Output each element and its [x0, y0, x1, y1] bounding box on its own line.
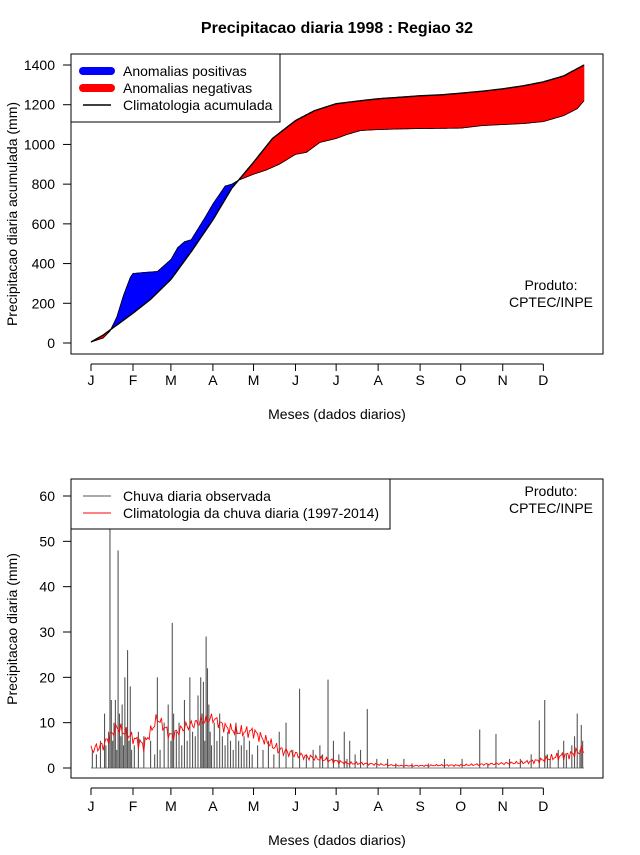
- y-tick-label: 600: [32, 216, 56, 232]
- bottom-y-axis: 0 10 20 30 40 50 60: [39, 488, 71, 776]
- x-tick-label: F: [129, 372, 138, 388]
- top-legend: Anomalias positivas Anomalias negativas …: [70, 53, 281, 123]
- top-annotation-line2: CPTEC/INPE: [509, 294, 593, 310]
- bottom-legend-box: [70, 478, 391, 530]
- x-tick-label: M: [165, 372, 177, 388]
- x-tick-label: J: [333, 372, 340, 388]
- y-tick-label: 10: [39, 715, 55, 731]
- bottom-x-axis-label: Meses (dados diarios): [268, 832, 406, 848]
- top-annotation-line1: Produto:: [525, 277, 578, 293]
- y-tick-label: 50: [39, 533, 55, 549]
- negative-anomaly-segment: [582, 64, 585, 104]
- bottom-climatology-line: [90, 713, 585, 768]
- y-tick-label: 1200: [24, 97, 55, 113]
- x-tick-label: O: [455, 798, 466, 814]
- figure-title: Precipitacao diaria 1998 : Regiao 32: [201, 20, 473, 37]
- top-panel: 0 200 400 600 800 1000 1200 1400 J F M A M J J A S O N D M…: [4, 53, 604, 422]
- y-tick-label: 1000: [24, 136, 55, 152]
- legend-label-positive: Anomalias positivas: [123, 63, 247, 79]
- y-tick-label: 60: [39, 488, 55, 504]
- x-tick-label: N: [498, 798, 508, 814]
- observed-cumulative-outline: [90, 100, 585, 343]
- x-tick-label: N: [498, 372, 508, 388]
- x-tick-label: S: [415, 372, 424, 388]
- top-climatology-line: [90, 64, 585, 343]
- y-tick-label: 400: [32, 256, 56, 272]
- x-tick-label: A: [208, 372, 218, 388]
- x-tick-label: M: [165, 798, 177, 814]
- bottom-annotation-line2: CPTEC/INPE: [509, 500, 593, 516]
- top-y-axis-label: Precipitacao diaria acumulada (mm): [4, 102, 20, 326]
- legend-label-climatology-daily: Climatologia da chuva diaria (1997-2014): [123, 505, 379, 521]
- x-tick-label: F: [129, 798, 138, 814]
- x-tick-label: J: [88, 798, 95, 814]
- x-tick-label: J: [88, 372, 95, 388]
- bottom-y-axis-label: Precipitacao diaria (mm): [4, 553, 20, 705]
- x-tick-label: A: [373, 372, 383, 388]
- y-tick-label: 200: [32, 295, 56, 311]
- x-tick-label: S: [415, 798, 424, 814]
- bottom-panel: 0 10 20 30 40 50 60 J F M A M J J A S O N D Meses (dados …: [4, 478, 604, 848]
- bottom-observed-bars: [91, 527, 584, 769]
- top-y-axis: 0 200 400 600 800 1000 1200 1400: [24, 57, 71, 351]
- bottom-annotation-line1: Produto:: [525, 483, 578, 499]
- y-tick-label: 40: [39, 579, 55, 595]
- y-tick-label: 20: [39, 669, 55, 685]
- x-tick-label: A: [373, 798, 383, 814]
- x-tick-label: J: [292, 372, 299, 388]
- climatology-daily-line: [90, 713, 585, 768]
- y-tick-label: 30: [39, 624, 55, 640]
- y-tick-label: 1400: [24, 57, 55, 73]
- x-tick-label: J: [292, 798, 299, 814]
- legend-label-negative: Anomalias negativas: [123, 80, 252, 96]
- legend-label-observed: Chuva diaria observada: [123, 488, 271, 504]
- y-tick-label: 0: [47, 760, 55, 776]
- x-tick-label: O: [455, 372, 466, 388]
- y-tick-label: 0: [47, 335, 55, 351]
- top-x-axis-label: Meses (dados diarios): [268, 406, 406, 422]
- x-tick-label: D: [538, 798, 548, 814]
- x-tick-label: A: [208, 798, 218, 814]
- climatology-cumulative-line: [90, 64, 585, 343]
- x-tick-label: D: [538, 372, 548, 388]
- bottom-legend: Chuva diaria observada Climatologia da c…: [70, 478, 391, 530]
- x-tick-label: M: [248, 372, 260, 388]
- top-plot-frame: [70, 53, 604, 355]
- y-tick-label: 800: [32, 176, 56, 192]
- legend-label-climatology: Climatologia acumulada: [123, 97, 273, 113]
- x-tick-label: J: [333, 798, 340, 814]
- x-tick-label: M: [248, 798, 260, 814]
